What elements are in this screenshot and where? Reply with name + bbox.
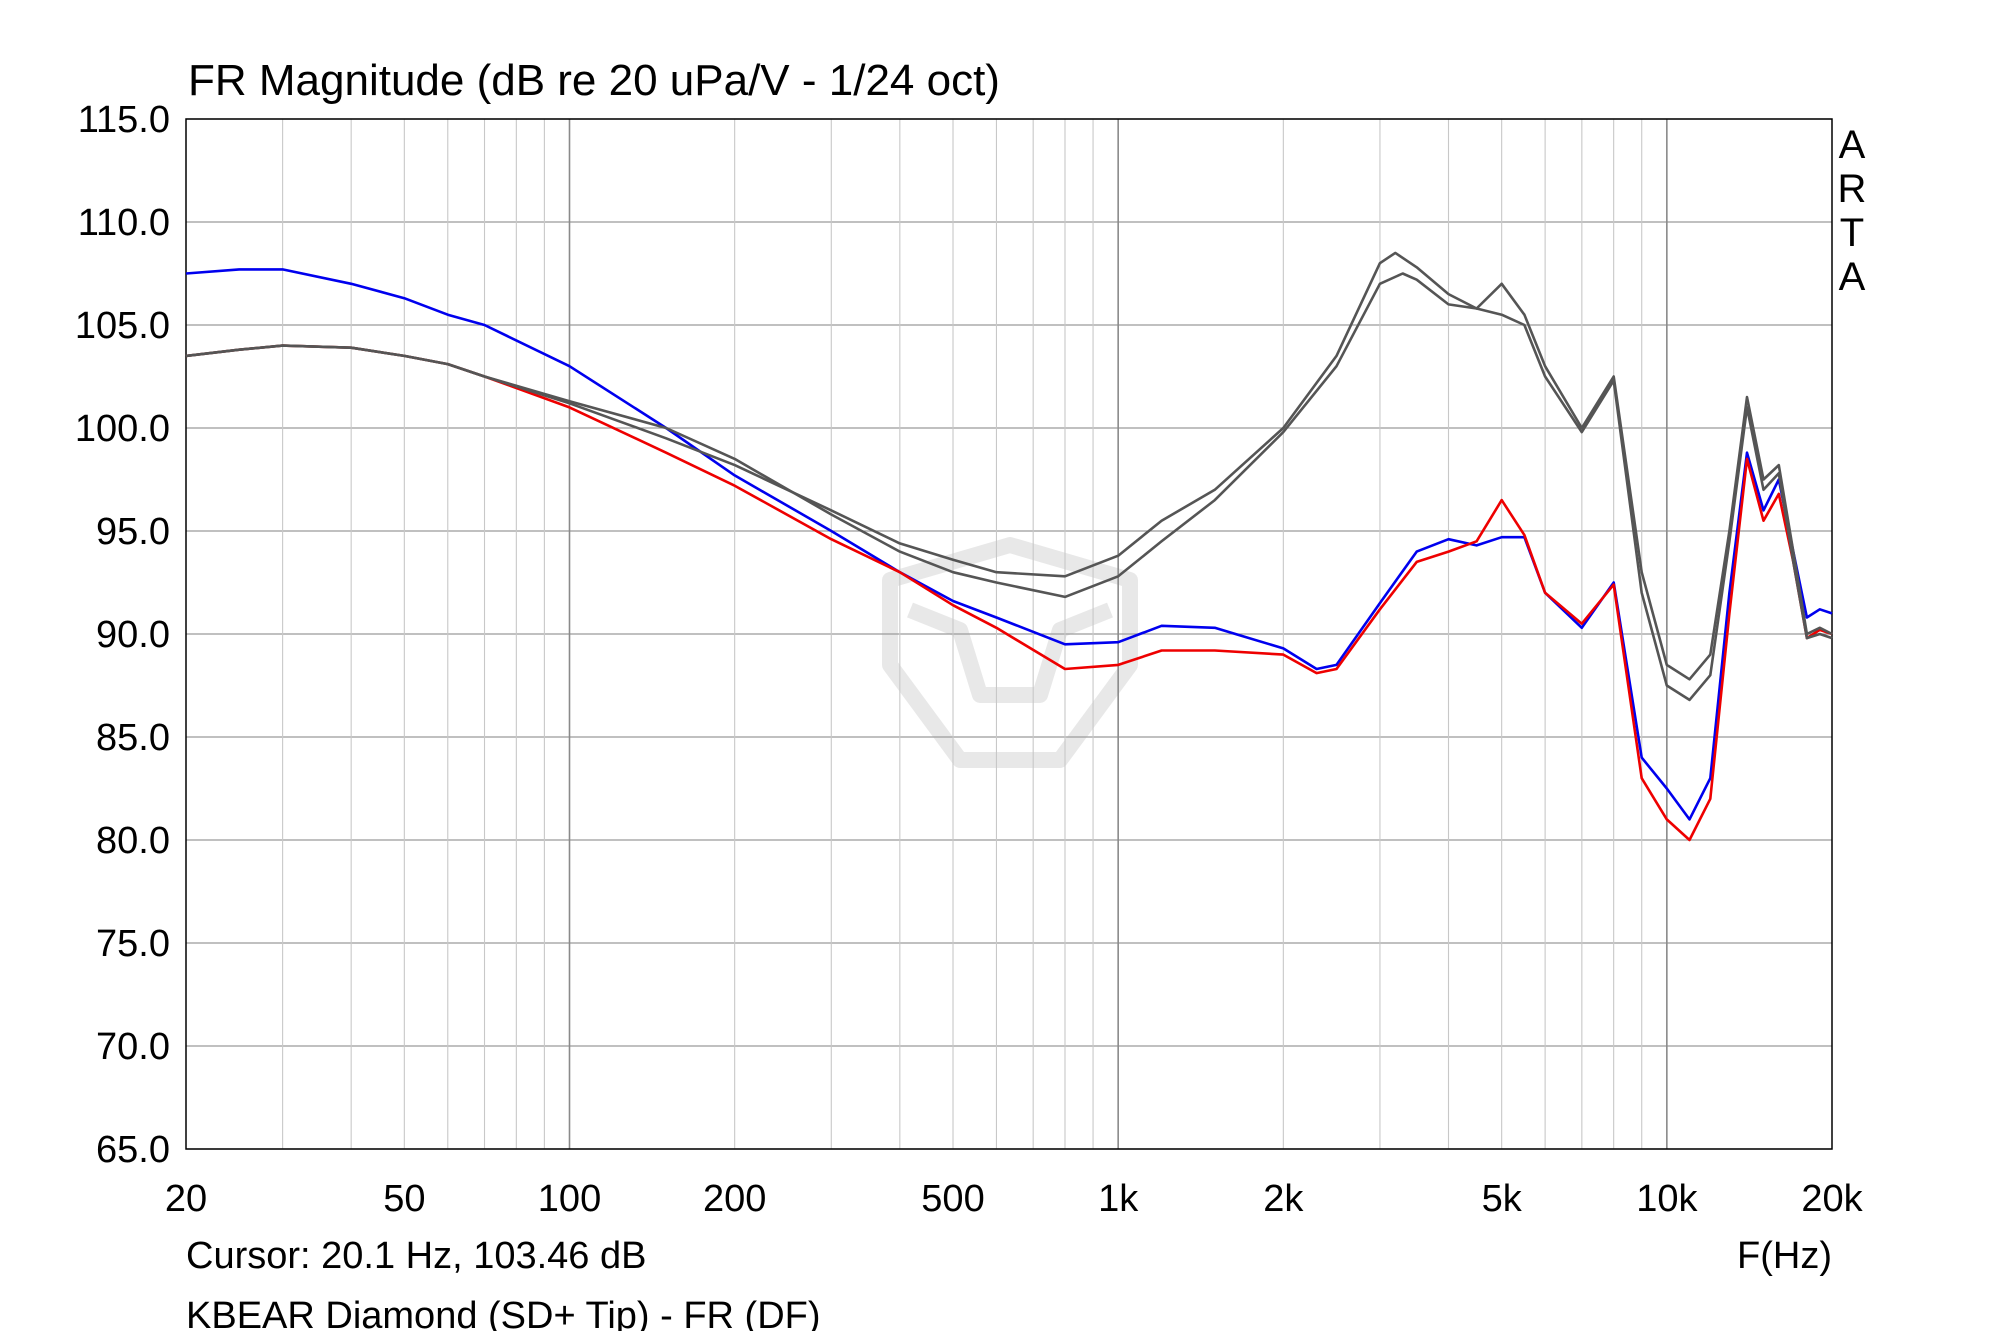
x-axis-label: F(Hz) xyxy=(1737,1235,1832,1277)
y-tick-label-0: 115.0 xyxy=(78,99,170,141)
y-tick-label-4: 95.0 xyxy=(96,511,170,553)
y-axis-ticks: 115.0 110.0 105.0 100.0 95.0 90.0 85.0 80.0 75.0… xyxy=(75,99,170,1171)
brand-letter-1: A xyxy=(1839,123,1866,167)
brand-letter-2: R xyxy=(1838,167,1867,211)
y-tick-label-10: 65.0 xyxy=(96,1129,170,1171)
y-tick-label-6: 85.0 xyxy=(96,717,170,759)
x-tick-label-0: 20 xyxy=(165,1178,207,1220)
x-tick-label-5: 1k xyxy=(1098,1178,1139,1220)
y-tick-label-3: 100.0 xyxy=(75,408,170,450)
series-layer xyxy=(185,251,1833,842)
brand-label: A R T A xyxy=(1838,123,1867,299)
y-tick-label-8: 75.0 xyxy=(96,923,170,965)
x-tick-label-3: 200 xyxy=(703,1178,766,1220)
x-axis-ticks: 20 50 100 200 500 1k 2k 5k 10k 20k xyxy=(165,1178,1864,1220)
y-tick-label-5: 90.0 xyxy=(96,614,170,656)
cursor-readout: Cursor: 20.1 Hz, 103.46 dB xyxy=(186,1235,646,1277)
legend-caption: KBEAR Diamond (SD+ Tip) - FR (DF) xyxy=(186,1295,821,1331)
x-tick-label-2: 100 xyxy=(538,1178,601,1220)
y-tick-label-2: 105.0 xyxy=(75,305,170,347)
series-line-3 xyxy=(185,251,1833,681)
x-tick-label-4: 500 xyxy=(921,1178,984,1220)
x-tick-label-8: 10k xyxy=(1636,1178,1698,1220)
series-line-2 xyxy=(185,344,1833,842)
y-tick-label-9: 70.0 xyxy=(96,1026,170,1068)
chart-title: FR Magnitude (dB re 20 uPa/V - 1/24 oct) xyxy=(188,56,1000,105)
y-tick-label-7: 80.0 xyxy=(96,820,170,862)
x-tick-label-7: 5k xyxy=(1482,1178,1523,1220)
y-tick-label-1: 110.0 xyxy=(78,202,170,244)
watermark-logo xyxy=(882,537,1138,768)
x-tick-label-9: 20k xyxy=(1801,1178,1863,1220)
x-tick-label-6: 2k xyxy=(1263,1178,1304,1220)
series-line-1 xyxy=(185,268,1833,821)
brand-letter-3: T xyxy=(1840,211,1864,255)
x-tick-label-1: 50 xyxy=(383,1178,425,1220)
brand-letter-4: A xyxy=(1839,255,1866,299)
series-line-4 xyxy=(185,272,1833,702)
